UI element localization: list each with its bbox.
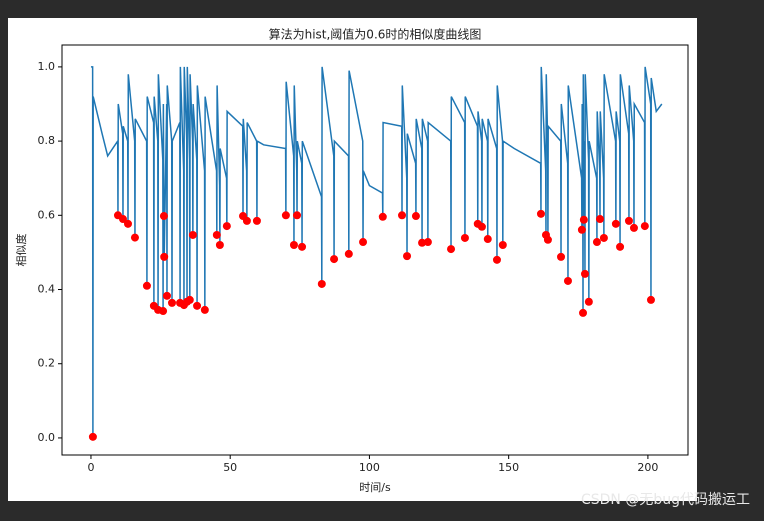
y-tick-label: 0.8 [38, 134, 56, 147]
low-point [460, 233, 469, 242]
low-point [398, 211, 407, 220]
low-point [359, 238, 368, 247]
low-point [629, 223, 638, 232]
low-point [159, 307, 168, 316]
y-tick-label: 0.2 [38, 357, 56, 370]
axes-frame [61, 44, 689, 456]
low-point [624, 216, 633, 225]
low-point [185, 295, 194, 304]
low-point [592, 238, 601, 247]
low-point [88, 432, 97, 441]
low-point [483, 235, 492, 244]
low-point [130, 233, 139, 242]
low-point [646, 295, 655, 304]
x-axis-label: 时间/s [359, 481, 391, 494]
low-point [447, 245, 456, 254]
low-point [293, 211, 302, 220]
y-axis-label: 相似度 [14, 234, 28, 267]
low-point [640, 222, 649, 231]
low-point [477, 222, 486, 231]
low-point [242, 216, 251, 225]
low-point [378, 212, 387, 221]
x-tick-label: 150 [498, 461, 519, 474]
low-point [584, 297, 593, 306]
low-point [252, 216, 261, 225]
low-point [159, 212, 168, 221]
low-point [580, 269, 589, 278]
low-point [577, 225, 586, 234]
low-point [330, 255, 339, 264]
low-point [599, 233, 608, 242]
watermark: CSDN @无bug代码搬运工 [581, 492, 750, 508]
low-point [281, 211, 290, 220]
low-point [563, 276, 572, 285]
low-point [596, 215, 605, 224]
x-tick-label: 0 [87, 461, 94, 474]
y-tick-label: 0.6 [38, 208, 56, 221]
low-point [188, 230, 197, 239]
x-tick-label: 50 [223, 461, 237, 474]
x-tick-label: 200 [637, 461, 658, 474]
low-point [418, 238, 427, 247]
low-point [557, 252, 566, 261]
low-point [579, 215, 588, 224]
low-point [222, 222, 231, 231]
low-point [498, 240, 507, 249]
low-point [616, 242, 625, 251]
low-point [200, 305, 209, 314]
low-point [160, 252, 169, 261]
y-tick-label: 0.0 [38, 431, 56, 444]
low-point [492, 255, 501, 264]
low-point [403, 252, 412, 261]
similarity-line [90, 66, 663, 437]
low-point [123, 219, 132, 228]
y-tick-label: 1.0 [38, 60, 56, 73]
low-point [344, 249, 353, 258]
y-tick-label: 0.4 [38, 283, 56, 296]
low-point [411, 212, 420, 221]
low-point [193, 301, 202, 310]
low-point [298, 242, 307, 251]
low-point [611, 219, 620, 228]
low-point [289, 240, 298, 249]
low-point [215, 240, 224, 249]
low-point [167, 298, 176, 307]
low-point [118, 215, 127, 224]
chart-title: 算法为hist,阈值为0.6时的相似度曲线图 [269, 27, 482, 42]
low-point [579, 308, 588, 317]
low-point [423, 238, 432, 247]
low-point [543, 235, 552, 244]
low-point [536, 209, 545, 218]
low-point [162, 291, 171, 300]
x-tick-label: 100 [359, 461, 380, 474]
low-point [142, 281, 151, 290]
low-point [212, 230, 221, 239]
low-point [317, 279, 326, 288]
